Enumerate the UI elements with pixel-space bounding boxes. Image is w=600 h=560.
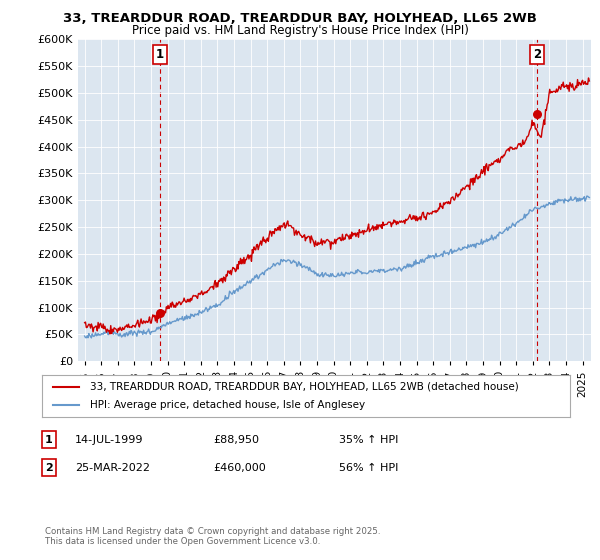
Text: 2: 2: [45, 463, 53, 473]
Text: HPI: Average price, detached house, Isle of Anglesey: HPI: Average price, detached house, Isle…: [89, 400, 365, 410]
Text: 2: 2: [533, 48, 541, 60]
Text: Contains HM Land Registry data © Crown copyright and database right 2025.
This d: Contains HM Land Registry data © Crown c…: [45, 526, 380, 546]
Text: 56% ↑ HPI: 56% ↑ HPI: [339, 463, 398, 473]
Text: 1: 1: [156, 48, 164, 60]
Text: £460,000: £460,000: [213, 463, 266, 473]
Text: £88,950: £88,950: [213, 435, 259, 445]
Text: 33, TREARDDUR ROAD, TREARDDUR BAY, HOLYHEAD, LL65 2WB: 33, TREARDDUR ROAD, TREARDDUR BAY, HOLYH…: [63, 12, 537, 25]
Point: [532, 110, 542, 119]
Text: 35% ↑ HPI: 35% ↑ HPI: [339, 435, 398, 445]
Text: 33, TREARDDUR ROAD, TREARDDUR BAY, HOLYHEAD, LL65 2WB (detached house): 33, TREARDDUR ROAD, TREARDDUR BAY, HOLYH…: [89, 382, 518, 392]
Text: 25-MAR-2022: 25-MAR-2022: [75, 463, 150, 473]
Text: 1: 1: [45, 435, 53, 445]
Text: Price paid vs. HM Land Registry's House Price Index (HPI): Price paid vs. HM Land Registry's House …: [131, 24, 469, 36]
Text: 14-JUL-1999: 14-JUL-1999: [75, 435, 143, 445]
Point: [155, 309, 165, 318]
